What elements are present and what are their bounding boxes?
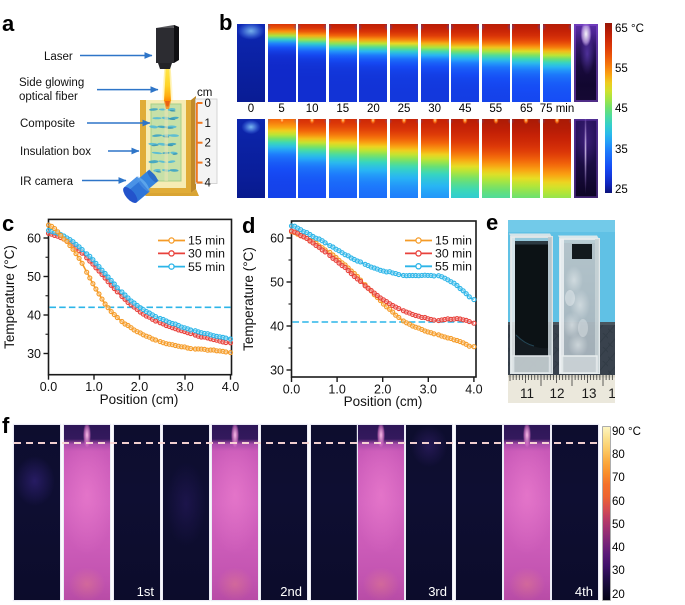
svg-text:2.0: 2.0 xyxy=(131,380,148,394)
svg-text:11: 11 xyxy=(520,386,534,401)
svg-text:2: 2 xyxy=(205,138,211,150)
svg-text:60: 60 xyxy=(270,231,284,245)
svg-text:4.0: 4.0 xyxy=(465,383,482,397)
svg-text:40: 40 xyxy=(27,308,41,322)
svg-text:Side glowing: Side glowing xyxy=(19,77,84,89)
svg-text:cm: cm xyxy=(197,87,212,99)
svg-text:50: 50 xyxy=(270,275,284,289)
svg-text:Temperature (°C): Temperature (°C) xyxy=(241,247,256,351)
svg-text:0.0: 0.0 xyxy=(283,383,300,397)
svg-text:15 min: 15 min xyxy=(435,234,472,248)
svg-text:d: d xyxy=(242,213,255,238)
svg-text:3: 3 xyxy=(205,158,211,170)
svg-text:60: 60 xyxy=(27,231,41,245)
svg-text:50: 50 xyxy=(27,270,41,284)
svg-text:Composite: Composite xyxy=(20,118,75,130)
svg-text:12: 12 xyxy=(549,386,564,401)
svg-text:IR camera: IR camera xyxy=(20,176,74,188)
svg-text:Insulation box: Insulation box xyxy=(20,146,91,158)
svg-text:55 min: 55 min xyxy=(188,260,225,274)
svg-text:55 min: 55 min xyxy=(435,260,472,274)
svg-text:c: c xyxy=(2,211,14,236)
svg-text:13: 13 xyxy=(581,386,596,401)
svg-text:Temperature (°C): Temperature (°C) xyxy=(2,245,17,349)
svg-text:1.0: 1.0 xyxy=(85,380,102,394)
svg-text:4: 4 xyxy=(205,178,212,190)
svg-text:30: 30 xyxy=(270,363,284,377)
svg-text:30 min: 30 min xyxy=(188,247,225,261)
svg-text:0.0: 0.0 xyxy=(40,380,57,394)
svg-text:Position (cm): Position (cm) xyxy=(100,392,179,407)
svg-text:1.0: 1.0 xyxy=(328,383,345,397)
svg-text:0: 0 xyxy=(205,98,211,110)
svg-text:3.0: 3.0 xyxy=(420,383,437,397)
svg-text:4.0: 4.0 xyxy=(222,380,239,394)
svg-text:3.0: 3.0 xyxy=(176,380,193,394)
svg-text:Position (cm): Position (cm) xyxy=(344,394,423,409)
svg-text:optical fiber: optical fiber xyxy=(19,91,78,103)
svg-text:1: 1 xyxy=(608,386,615,401)
svg-text:40: 40 xyxy=(270,319,284,333)
svg-text:30: 30 xyxy=(27,347,41,361)
svg-text:Laser: Laser xyxy=(44,51,73,63)
svg-text:1: 1 xyxy=(205,118,211,130)
svg-text:30 min: 30 min xyxy=(435,247,472,261)
svg-text:15 min: 15 min xyxy=(188,234,225,248)
svg-text:a: a xyxy=(2,11,15,36)
svg-text:2.0: 2.0 xyxy=(374,383,391,397)
